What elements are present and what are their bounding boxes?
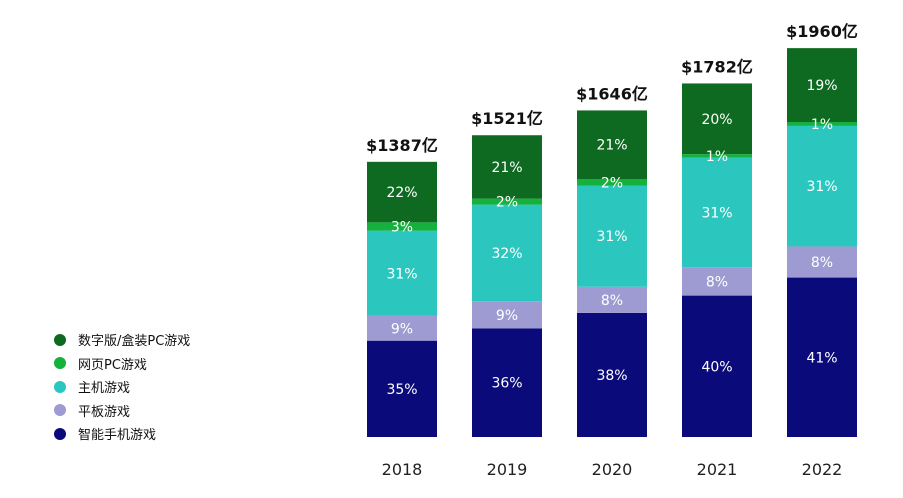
segment-value-label: 8% bbox=[706, 274, 728, 290]
bar-segment bbox=[682, 154, 752, 158]
legend-item: 网页PC游戏 bbox=[54, 352, 190, 376]
segment-value-label: 38% bbox=[596, 368, 627, 384]
legend: 数字版/盒装PC游戏 网页PC游戏 主机游戏平板游戏智能手机游戏 bbox=[54, 328, 190, 446]
bar-segment bbox=[367, 315, 437, 341]
x-tick-label: 2018 bbox=[382, 460, 423, 479]
legend-label: 主机游戏 bbox=[78, 381, 131, 397]
legend-swatch bbox=[54, 404, 66, 417]
x-tick-label: 2022 bbox=[802, 460, 843, 479]
bar-segment bbox=[367, 222, 437, 231]
total-value-label: $1782亿 bbox=[681, 57, 753, 76]
bar-segment bbox=[367, 230, 437, 316]
bar-segment bbox=[472, 328, 542, 437]
bar-segment bbox=[682, 83, 752, 155]
bar-segment bbox=[577, 312, 647, 437]
segment-value-label: 36% bbox=[491, 376, 522, 392]
bar-segment bbox=[472, 301, 542, 329]
bar-segment bbox=[787, 48, 857, 123]
segment-value-label: 3% bbox=[391, 219, 413, 235]
segment-value-label: 31% bbox=[701, 205, 732, 221]
bar-segment bbox=[682, 267, 752, 296]
legend-label: 平板游戏 bbox=[78, 404, 131, 420]
bar-segment bbox=[787, 246, 857, 278]
bar-segment bbox=[577, 110, 647, 180]
segment-labels-group: 35% 9% 31% 3% 22% 36% 9% 32% 2% 21% 38% 8% 31% 2% 21% 4… bbox=[386, 78, 837, 398]
legend-swatch bbox=[54, 427, 66, 440]
legend-item: 数字版/盒装PC游戏 bbox=[54, 328, 190, 352]
x-tick-label: 2021 bbox=[697, 460, 738, 479]
legend-swatch bbox=[54, 380, 66, 393]
segment-value-label: 31% bbox=[806, 179, 837, 195]
bar-segment bbox=[367, 161, 437, 223]
total-labels-group: $1387亿 $1521亿 $1646亿 $1782亿 $1960亿 bbox=[366, 22, 858, 155]
total-value-label: $1521亿 bbox=[471, 109, 543, 128]
segment-value-label: 31% bbox=[596, 229, 627, 245]
bar-segment bbox=[787, 125, 857, 247]
bar-segment bbox=[787, 122, 857, 126]
x-tick-label: 2020 bbox=[592, 460, 633, 479]
bar-segment bbox=[367, 340, 437, 437]
segment-value-label: 40% bbox=[701, 359, 732, 375]
bar-segment bbox=[472, 204, 542, 302]
legend-item: 平板游戏 bbox=[54, 399, 190, 423]
segment-value-label: 31% bbox=[386, 266, 417, 282]
segment-value-label: 9% bbox=[496, 308, 518, 324]
segment-value-label: 2% bbox=[601, 175, 623, 191]
segment-value-label: 22% bbox=[386, 185, 417, 201]
x-tick-labels-group: 2018 2019 2020 2021 2022 bbox=[382, 460, 843, 479]
segment-value-label: 19% bbox=[806, 78, 837, 94]
legend-item: 智能手机游戏 bbox=[54, 422, 190, 446]
segment-value-label: 21% bbox=[491, 160, 522, 176]
bar-segment bbox=[787, 277, 857, 437]
bars-group bbox=[367, 48, 857, 437]
segment-value-label: 1% bbox=[811, 117, 833, 133]
segment-value-label: 8% bbox=[811, 255, 833, 271]
total-value-label: $1960亿 bbox=[786, 22, 858, 41]
segment-value-label: 41% bbox=[806, 350, 837, 366]
bar-segment bbox=[577, 286, 647, 313]
legend-label: 数字版/盒装PC游戏 bbox=[78, 334, 191, 350]
bar-segment bbox=[577, 185, 647, 287]
total-value-label: $1387亿 bbox=[366, 136, 438, 155]
segment-value-label: 8% bbox=[601, 293, 623, 309]
segment-value-label: 32% bbox=[491, 246, 522, 262]
segment-value-label: 21% bbox=[596, 138, 627, 154]
segment-value-label: 1% bbox=[706, 149, 728, 165]
x-tick-label: 2019 bbox=[487, 460, 528, 479]
legend-label: 智能手机游戏 bbox=[78, 428, 157, 444]
bar-segment bbox=[472, 198, 542, 205]
legend-swatch bbox=[54, 357, 66, 370]
bar-segment bbox=[682, 157, 752, 268]
legend-swatch bbox=[54, 333, 66, 346]
legend-item: 主机游戏 bbox=[54, 375, 190, 399]
bar-segment bbox=[682, 295, 752, 437]
segment-value-label: 20% bbox=[701, 112, 732, 128]
total-value-label: $1646亿 bbox=[576, 84, 648, 103]
segment-value-label: 2% bbox=[496, 195, 518, 211]
segment-value-label: 9% bbox=[391, 321, 413, 337]
legend-label: 网页PC游戏 bbox=[78, 357, 147, 373]
bar-segment bbox=[472, 135, 542, 199]
bar-segment bbox=[577, 179, 647, 186]
segment-value-label: 35% bbox=[386, 382, 417, 398]
